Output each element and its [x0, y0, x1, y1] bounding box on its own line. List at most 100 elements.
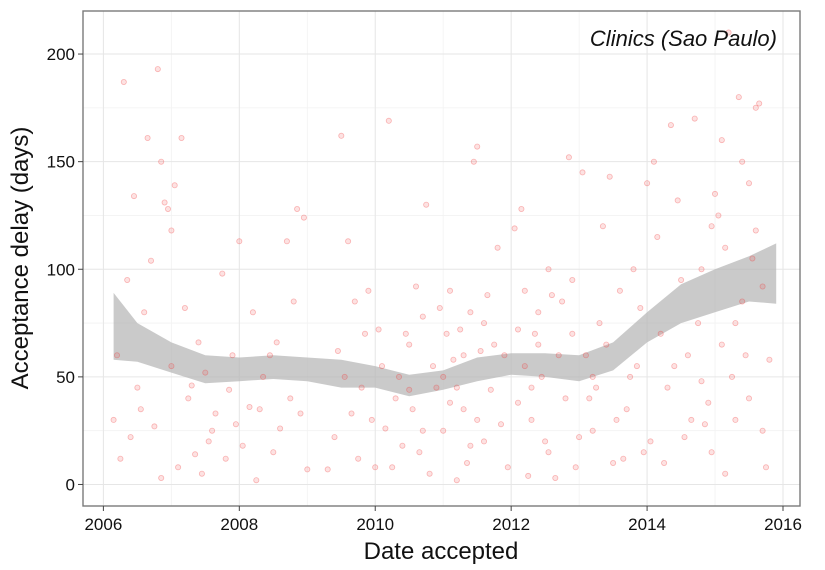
- x-tick-label: 2010: [356, 515, 394, 534]
- data-point: [147, 257, 154, 264]
- data-point: [355, 455, 362, 462]
- data-point: [236, 238, 243, 245]
- data-point: [759, 283, 766, 290]
- data-point: [637, 304, 644, 311]
- x-tick-label: 2006: [84, 515, 122, 534]
- data-point: [497, 421, 504, 428]
- data-point: [253, 477, 260, 484]
- data-point: [657, 330, 664, 337]
- data-point: [266, 352, 273, 359]
- data-point: [130, 193, 137, 200]
- data-point: [525, 472, 532, 479]
- data-point: [480, 438, 487, 445]
- data-point: [185, 395, 192, 402]
- x-axis-title: Date accepted: [364, 538, 519, 565]
- data-point: [480, 320, 487, 327]
- data-point: [681, 434, 688, 441]
- data-point: [501, 352, 508, 359]
- data-point: [667, 122, 674, 129]
- data-point: [718, 137, 725, 144]
- data-point: [545, 266, 552, 273]
- data-point: [392, 395, 399, 402]
- data-point: [650, 158, 657, 165]
- y-tick-label: 150: [47, 153, 75, 172]
- x-tick-label: 2008: [220, 515, 258, 534]
- data-point: [674, 197, 681, 204]
- data-point: [555, 352, 562, 359]
- data-point: [212, 410, 219, 417]
- data-point: [202, 369, 209, 376]
- data-point: [691, 115, 698, 122]
- data-point: [712, 190, 719, 197]
- y-tick-label: 100: [47, 260, 75, 279]
- data-point: [633, 363, 640, 370]
- data-point: [718, 341, 725, 348]
- data-point: [579, 169, 586, 176]
- data-point: [161, 199, 168, 206]
- data-point: [752, 227, 759, 234]
- data-point: [698, 266, 705, 273]
- data-point: [569, 330, 576, 337]
- data-point: [515, 326, 522, 333]
- data-point: [209, 427, 216, 434]
- data-point: [294, 205, 301, 212]
- data-point: [433, 384, 440, 391]
- data-point: [198, 470, 205, 477]
- data-point: [545, 449, 552, 456]
- data-point: [158, 474, 165, 481]
- data-point: [154, 66, 161, 73]
- data-point: [406, 386, 413, 393]
- data-point: [290, 298, 297, 305]
- data-point: [593, 384, 600, 391]
- data-point: [372, 464, 379, 471]
- data-point: [684, 352, 691, 359]
- data-point: [722, 470, 729, 477]
- data-point: [470, 158, 477, 165]
- data-point: [491, 341, 498, 348]
- data-point: [548, 292, 555, 299]
- data-point: [260, 373, 267, 380]
- data-point: [715, 212, 722, 219]
- y-tick-label: 0: [66, 475, 75, 494]
- data-point: [535, 309, 542, 316]
- data-point: [171, 182, 178, 189]
- data-point: [378, 363, 385, 370]
- data-point: [195, 339, 202, 346]
- data-point: [752, 104, 759, 111]
- data-point: [226, 386, 233, 393]
- data-point: [701, 421, 708, 428]
- data-point: [283, 238, 290, 245]
- data-point: [735, 94, 742, 101]
- data-point: [348, 410, 355, 417]
- data-point: [494, 244, 501, 251]
- data-point: [168, 227, 175, 234]
- data-point: [582, 352, 589, 359]
- data-point: [695, 320, 702, 327]
- axis-ticks: 2006 2008 2010 2012 2014 2016 0 50 100 150 200: [47, 45, 802, 534]
- data-point: [606, 173, 613, 180]
- data-point: [205, 438, 212, 445]
- data-point: [521, 287, 528, 294]
- data-point: [749, 255, 756, 262]
- data-point: [467, 309, 474, 316]
- data-point: [535, 341, 542, 348]
- data-point: [460, 406, 467, 413]
- data-point: [334, 347, 341, 354]
- data-point: [511, 225, 518, 232]
- data-point: [453, 384, 460, 391]
- grid: [83, 11, 800, 506]
- data-point: [589, 373, 596, 380]
- data-point: [345, 238, 352, 245]
- data-point: [324, 466, 331, 473]
- data-point: [419, 313, 426, 320]
- data-point: [640, 449, 647, 456]
- data-point: [630, 266, 637, 273]
- data-point: [528, 384, 535, 391]
- data-point: [406, 341, 413, 348]
- data-point: [596, 320, 603, 327]
- data-point: [375, 326, 382, 333]
- data-point: [515, 399, 522, 406]
- data-point: [620, 455, 627, 462]
- data-point: [436, 304, 443, 311]
- data-point: [603, 341, 610, 348]
